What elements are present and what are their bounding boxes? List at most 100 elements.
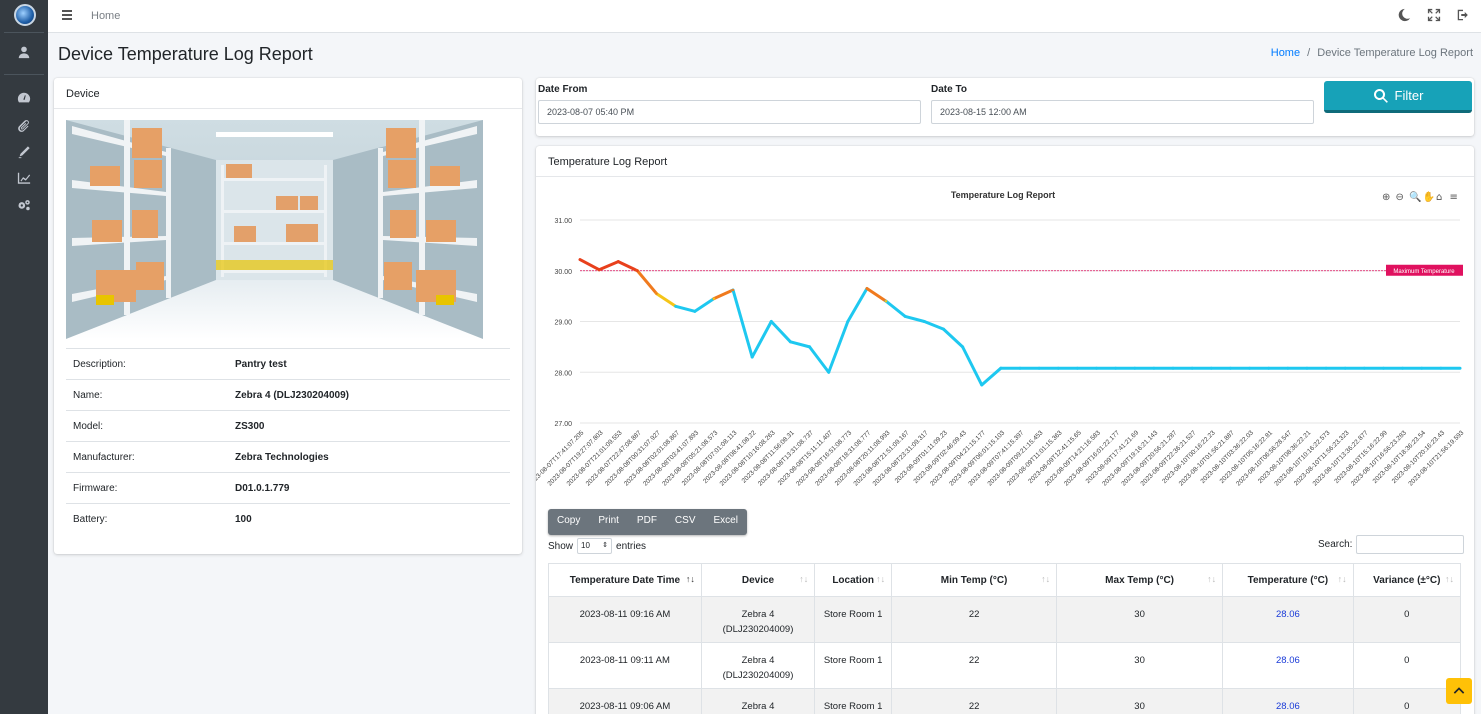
scroll-to-top-button[interactable] bbox=[1446, 678, 1472, 704]
copy-button[interactable]: Copy bbox=[557, 515, 581, 526]
date-to-input[interactable]: 2023-08-15 12:00 AM bbox=[931, 100, 1314, 124]
filter-button[interactable]: Filter bbox=[1324, 81, 1472, 113]
print-button[interactable]: Print bbox=[598, 515, 619, 526]
series-point bbox=[827, 371, 830, 374]
device-detail-value: Zebra 4 (DLJ230204009) bbox=[235, 379, 510, 411]
pdf-button[interactable]: PDF bbox=[636, 515, 657, 526]
logout-icon[interactable] bbox=[1456, 8, 1472, 24]
column-header-temperature[interactable]: Temperature (°C) ↑↓ bbox=[1222, 563, 1354, 597]
series-line-segment bbox=[980, 366, 1003, 387]
globe-logo-icon[interactable] bbox=[14, 4, 36, 26]
column-header-min-temp[interactable]: Min Temp (°C) ↑↓ bbox=[891, 563, 1058, 597]
filter-button-label: Filter bbox=[1394, 88, 1424, 103]
y-tick-label: 28.00 bbox=[554, 370, 572, 377]
gears-icon[interactable] bbox=[14, 195, 34, 215]
cell-location: Store Room 1 bbox=[814, 596, 893, 643]
breadcrumb-current: Device Temperature Log Report bbox=[1317, 47, 1473, 59]
reset-home-icon[interactable]: ⌂ bbox=[1436, 192, 1442, 203]
series-point bbox=[1152, 366, 1156, 370]
series-line-segment bbox=[578, 258, 601, 272]
series-line-segment bbox=[903, 314, 926, 323]
table-row: 2023-08-11 09:06 AM Zebra 4 Store Room 1 22… bbox=[548, 688, 1462, 714]
series-line-segment bbox=[827, 320, 850, 374]
cell-location: Store Room 1 bbox=[814, 688, 893, 714]
column-header-datetime[interactable]: Temperature Date Time ↑↓ bbox=[548, 563, 702, 597]
series-line-segment bbox=[731, 288, 754, 359]
pen-icon[interactable] bbox=[14, 142, 34, 162]
export-button-group: Copy Print PDF CSV Excel bbox=[548, 509, 747, 535]
series-line-segment bbox=[941, 327, 965, 349]
entries-label: entries bbox=[616, 540, 647, 552]
hamburger-menu-icon[interactable] bbox=[62, 10, 72, 20]
dashboard-icon[interactable] bbox=[14, 88, 34, 108]
entries-select[interactable]: 10 ⇕ bbox=[577, 538, 613, 554]
device-details-table: Description: Pantry test Name: Zebra 4 (DLJ… bbox=[66, 348, 510, 535]
device-detail-row: Firmware: D01.0.1.779 bbox=[66, 472, 510, 504]
series-line-segment bbox=[769, 320, 792, 344]
table-row: 2023-08-11 09:16 AM Zebra 4 (DLJ230204009)… bbox=[548, 596, 1462, 643]
series-point bbox=[1382, 366, 1385, 370]
series-point bbox=[1401, 366, 1404, 370]
date-from-label: Date From bbox=[538, 84, 588, 95]
series-point bbox=[1305, 366, 1309, 370]
series-point bbox=[1458, 366, 1462, 370]
series-point bbox=[808, 345, 811, 349]
device-room-image bbox=[66, 120, 483, 339]
cell-device: Zebra 4 bbox=[700, 688, 816, 714]
column-header-device[interactable]: Device ↑↓ bbox=[700, 563, 816, 597]
series-point bbox=[693, 310, 696, 313]
dark-mode-moon-icon[interactable] bbox=[1397, 8, 1413, 24]
cell-temperature: 28.06 bbox=[1222, 688, 1354, 714]
series-point bbox=[1267, 366, 1270, 370]
sidebar-divider bbox=[4, 32, 44, 33]
csv-button[interactable]: CSV bbox=[674, 515, 696, 526]
search-icon bbox=[1373, 88, 1388, 103]
device-detail-row: Manufacturer: Zebra Technologies bbox=[66, 441, 510, 473]
paperclip-icon[interactable] bbox=[14, 115, 34, 135]
table-search-input[interactable] bbox=[1356, 535, 1465, 554]
series-line-segment bbox=[865, 287, 888, 303]
series-point bbox=[1248, 366, 1251, 370]
series-point bbox=[884, 300, 888, 303]
zoom-in-icon[interactable]: ⊕ bbox=[1382, 192, 1390, 203]
user-icon[interactable] bbox=[14, 42, 34, 62]
fullscreen-icon[interactable] bbox=[1427, 8, 1443, 24]
column-header-variance[interactable]: Variance (±°C) ↑↓ bbox=[1352, 563, 1462, 597]
sidebar-divider bbox=[4, 74, 44, 75]
series-point bbox=[904, 315, 907, 318]
breadcrumb: Home / Device Temperature Log Report bbox=[1271, 47, 1473, 59]
series-point bbox=[1439, 366, 1443, 370]
temperature-log-table: Temperature Date Time ↑↓ Device ↑↓ Locatio… bbox=[548, 563, 1462, 714]
excel-button[interactable]: Excel bbox=[713, 515, 738, 526]
cell-min-temp: 22 bbox=[891, 642, 1058, 689]
series-point bbox=[980, 383, 983, 387]
series-line-segment bbox=[808, 345, 831, 374]
series-point bbox=[731, 288, 735, 292]
page-title: Device Temperature Log Report bbox=[58, 44, 313, 64]
series-point bbox=[1171, 366, 1175, 370]
series-line-segment bbox=[616, 260, 639, 273]
breadcrumb-home-link[interactable]: Home bbox=[1270, 47, 1301, 59]
chart-menu-icon[interactable]: ≡ bbox=[1450, 192, 1458, 203]
sidebar bbox=[0, 0, 48, 714]
column-header-max-temp[interactable]: Max Temp (°C) ↑↓ bbox=[1056, 563, 1224, 597]
chart-icon[interactable] bbox=[14, 168, 34, 188]
device-detail-row: Battery: 100 bbox=[66, 503, 510, 535]
series-point bbox=[1229, 366, 1232, 370]
series-point bbox=[655, 292, 658, 295]
device-detail-row: Description: Pantry test bbox=[66, 348, 510, 380]
series-point bbox=[1037, 366, 1041, 370]
entries-select-value: 10 bbox=[581, 541, 590, 550]
date-from-input[interactable]: 2023-08-07 05:40 PM bbox=[538, 100, 921, 124]
chevron-up-icon bbox=[1453, 687, 1465, 694]
series-point bbox=[789, 340, 792, 343]
zoom-out-icon[interactable]: ⊖ bbox=[1396, 192, 1404, 203]
zoom-select-icon[interactable]: 🔍 bbox=[1409, 190, 1421, 203]
y-tick-label: 31.00 bbox=[554, 218, 572, 225]
pan-hand-icon[interactable]: ✋ bbox=[1423, 190, 1435, 203]
device-detail-value: Zebra Technologies bbox=[235, 441, 510, 473]
nav-home-link[interactable]: Home bbox=[91, 10, 121, 22]
y-tick-label: 27.00 bbox=[554, 421, 572, 428]
device-id: (DLJ230204009) bbox=[722, 670, 794, 681]
column-header-location[interactable]: Location ↑↓ bbox=[814, 563, 893, 597]
